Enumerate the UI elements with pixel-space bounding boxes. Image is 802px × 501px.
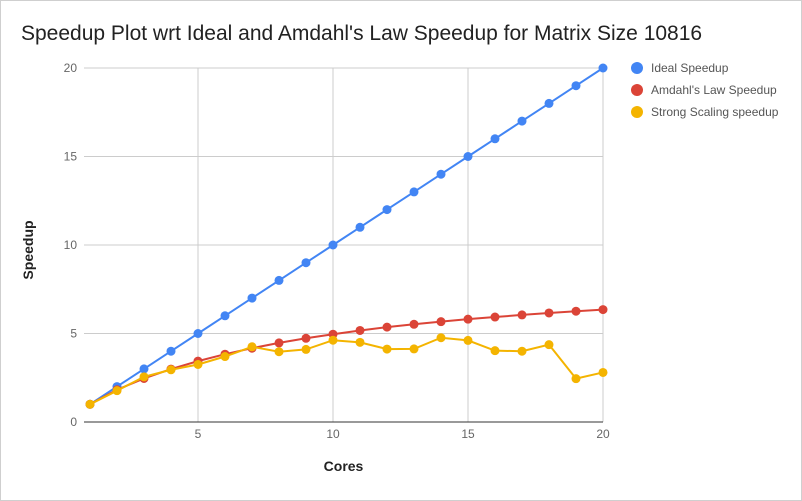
y-tick-label: 10 [64,238,78,252]
legend-marker [631,106,643,118]
data-point [112,386,122,396]
data-point [220,311,230,321]
data-point [571,374,581,384]
data-point [436,169,446,179]
data-point [463,314,473,324]
data-point [355,337,365,347]
data-point [166,346,176,356]
y-tick-label: 15 [64,150,78,164]
legend-item: Ideal Speedup [631,61,729,75]
data-point [598,305,608,315]
data-point [598,367,608,377]
data-point [490,312,500,322]
series-strong-scaling-speedup [85,333,608,409]
data-point [409,319,419,329]
data-point [436,317,446,327]
data-point [355,222,365,232]
legend-marker [631,62,643,74]
data-point [274,347,284,357]
legend-item: Strong Scaling speedup [631,105,779,119]
data-point [193,359,203,369]
data-point [463,335,473,345]
legend-marker [631,84,643,96]
series-line [89,336,604,406]
data-point [247,342,257,352]
data-point [328,335,338,345]
data-point [220,352,230,362]
data-point [490,134,500,144]
data-point [355,325,365,335]
legend-label: Strong Scaling speedup [651,105,779,119]
x-tick-label: 15 [461,427,475,441]
x-axis-title: Cores [324,458,364,474]
legend-label: Ideal Speedup [651,61,729,75]
data-point [382,205,392,215]
data-point [139,372,149,382]
data-point [436,333,446,343]
data-point [409,187,419,197]
data-point [166,365,176,375]
data-point [517,310,527,320]
data-point [409,344,419,354]
data-point [544,98,554,108]
legend: Ideal Speedup Amdahl's Law Speedup Strong … [631,61,779,119]
data-point [274,275,284,285]
data-point [544,308,554,318]
series-ideal-speedup [85,63,608,409]
data-point [85,399,95,409]
series-line [89,308,604,406]
data-point [463,152,473,161]
data-point [382,322,392,332]
legend-item: Amdahl's Law Speedup [631,83,777,97]
series-layer [85,63,608,409]
data-point [301,258,311,268]
x-tick-label: 5 [195,427,202,441]
data-point [544,340,554,350]
data-point [247,293,257,303]
chart-title: Speedup Plot wrt Ideal and Amdahl's Law … [21,22,703,45]
y-tick-label: 0 [70,415,77,429]
data-point [517,346,527,356]
x-tick-label: 10 [326,427,340,441]
data-point [571,81,581,91]
y-tick-label: 5 [70,327,77,341]
y-axis-title: Speedup [20,220,36,279]
data-point [382,344,392,354]
data-point [517,116,527,126]
data-point [193,329,203,338]
x-tick-label: 20 [596,427,610,441]
data-point [301,333,311,343]
data-point [328,240,338,250]
data-point [571,306,581,316]
data-point [274,338,284,348]
series-line [89,67,604,406]
data-point [490,346,500,356]
data-point [139,364,149,374]
tick-labels: 0 5 10 15 20 5 10 15 20 [64,61,610,441]
grid-lines [84,67,604,422]
legend-label: Amdahl's Law Speedup [651,83,777,97]
y-tick-label: 20 [64,61,78,75]
data-point [301,344,311,354]
data-point [598,63,608,73]
